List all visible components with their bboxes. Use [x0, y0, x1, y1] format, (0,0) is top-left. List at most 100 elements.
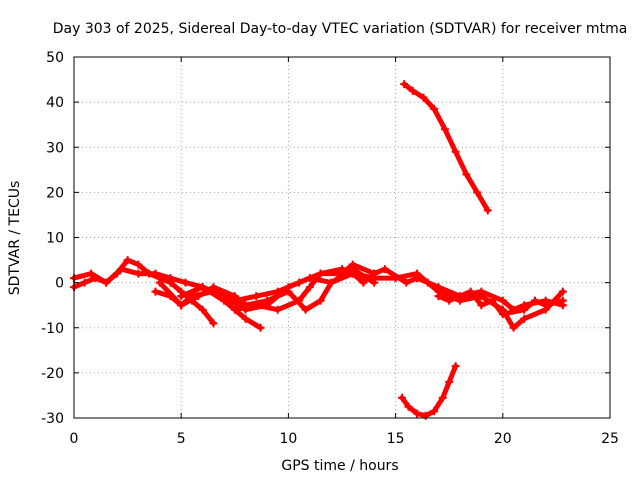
data-point — [348, 269, 357, 278]
x-axis-label: GPS time / hours — [281, 458, 398, 474]
data-point — [316, 296, 325, 305]
data-point — [117, 265, 126, 274]
data-point — [230, 305, 239, 314]
data-point — [434, 283, 443, 292]
data-point — [305, 274, 314, 283]
data-point — [541, 301, 550, 310]
data-point — [530, 296, 539, 305]
data-point — [430, 407, 439, 416]
data-point — [359, 278, 368, 287]
series-line — [71, 266, 263, 331]
chart-title: Day 303 of 2025, Sidereal Day-to-day VTE… — [53, 21, 628, 37]
data-point — [451, 362, 460, 371]
data-point — [434, 292, 443, 301]
data-point — [316, 269, 325, 278]
data-point — [451, 147, 460, 156]
data-point — [419, 93, 428, 102]
series-arc-11 — [398, 362, 460, 420]
data-point — [166, 274, 175, 283]
x-tick-label: 25 — [601, 431, 619, 447]
data-point — [230, 292, 239, 301]
data-point — [151, 269, 160, 278]
data-point — [404, 402, 413, 411]
data-point — [284, 283, 293, 292]
data-point — [301, 305, 310, 314]
axis-ticks: 0 5 10 15 20 25 -30 -20 -10 0 10 20 30 40 50 — [41, 50, 619, 447]
y-tick-label: 30 — [46, 140, 64, 156]
data-point — [198, 283, 207, 292]
y-tick-label: -20 — [41, 366, 64, 382]
data-point — [498, 310, 507, 319]
x-tick-label: 0 — [70, 431, 79, 447]
x-tick-label: 5 — [177, 431, 186, 447]
data-point — [370, 269, 379, 278]
data-point — [338, 269, 346, 278]
data-point — [413, 274, 422, 283]
data-point — [134, 269, 143, 278]
series-arc-8 — [413, 274, 567, 314]
grid — [74, 57, 610, 418]
y-tick-label: 40 — [46, 95, 64, 111]
data-point — [509, 323, 518, 332]
data-point — [488, 296, 497, 305]
data-point — [198, 305, 207, 314]
data-point — [155, 278, 164, 287]
data-point — [477, 287, 486, 296]
data-point — [177, 301, 186, 310]
data-point — [295, 296, 304, 305]
data-point — [440, 125, 449, 134]
data-point — [305, 283, 314, 292]
data-point — [413, 409, 422, 418]
data-point — [558, 296, 567, 305]
data-point — [252, 301, 261, 310]
y-tick-label: -30 — [41, 411, 64, 427]
y-tick-label: 20 — [46, 185, 64, 201]
y-tick-label: -10 — [41, 321, 64, 337]
data-point — [348, 260, 357, 269]
data-point — [402, 278, 411, 287]
data-point — [273, 305, 282, 314]
y-axis-label: SDTVAR / TECUs — [7, 181, 23, 296]
data-point — [520, 314, 529, 323]
data-point — [398, 393, 407, 402]
data-point — [473, 188, 482, 197]
data-point — [220, 292, 229, 301]
data-point — [466, 287, 475, 296]
data-point — [102, 278, 111, 287]
data-point — [80, 278, 89, 287]
x-tick-label: 10 — [279, 431, 297, 447]
data-point — [256, 323, 265, 332]
series-arc-10 — [400, 80, 492, 215]
y-tick-label: 50 — [46, 50, 64, 66]
data-point — [177, 292, 186, 301]
data-point — [558, 287, 567, 296]
data-point — [327, 278, 336, 287]
data-point — [241, 314, 250, 323]
series-layer — [70, 80, 567, 420]
x-tick-label: 20 — [494, 431, 512, 447]
series-line — [436, 289, 566, 317]
x-tick-label: 15 — [387, 431, 405, 447]
series-arc-9 — [434, 287, 567, 319]
data-point — [87, 269, 96, 278]
data-point — [520, 305, 529, 314]
series-arc-6 — [230, 260, 422, 314]
data-point — [252, 292, 261, 301]
data-point — [477, 301, 486, 310]
data-point — [123, 256, 132, 265]
y-tick-label: 10 — [46, 231, 64, 247]
y-tick-label: 0 — [55, 276, 64, 292]
data-point — [438, 393, 447, 402]
data-point — [380, 265, 389, 274]
data-point — [498, 296, 507, 305]
data-point — [391, 274, 400, 283]
data-point — [445, 296, 454, 305]
data-point — [445, 377, 454, 386]
data-point — [408, 86, 417, 95]
data-point — [462, 170, 471, 179]
data-point — [209, 319, 218, 328]
data-point — [181, 278, 190, 287]
series-line — [399, 363, 459, 419]
data-point — [134, 260, 143, 269]
